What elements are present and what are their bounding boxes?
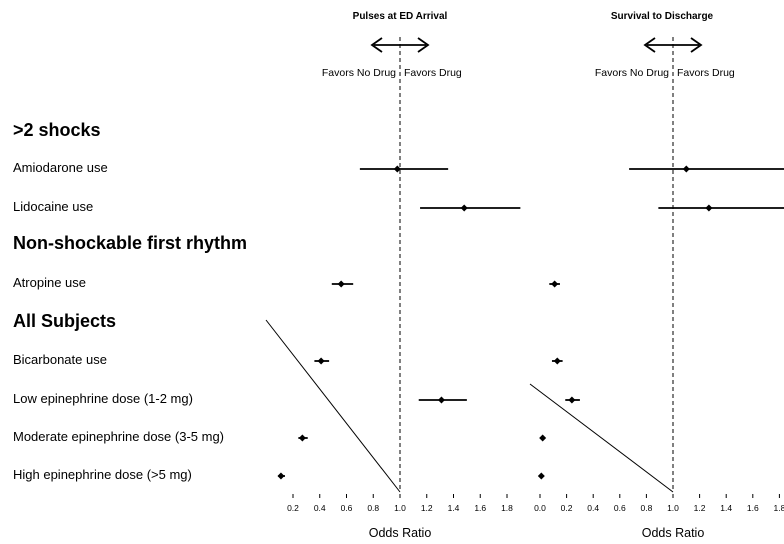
point-moderate-epinephrine-dose-3-5-mg — [539, 434, 547, 442]
tick-label: 1.2 — [421, 503, 433, 513]
tick-label: 1.0 — [667, 503, 679, 513]
tick-label: 1.8 — [501, 503, 513, 513]
point-bicarbonate-use — [553, 357, 561, 365]
diagonal-line — [529, 383, 674, 493]
panel-title: Survival to Discharge — [611, 11, 714, 22]
tick-label: 1.8 — [773, 503, 784, 513]
panel-survival-to-discharge: Survival to Discharge Favors No Drug Favor… — [529, 11, 784, 540]
tick-label: 1.2 — [694, 503, 706, 513]
arrow-right-icon — [417, 37, 430, 53]
tick-label: 1.6 — [747, 503, 759, 513]
arrow-left-icon — [370, 37, 383, 53]
tick-label: 0.6 — [341, 503, 353, 513]
tick-label: 0.8 — [640, 503, 652, 513]
point-high-epinephrine-dose-5-mg — [277, 472, 285, 480]
tick-label: 1.6 — [474, 503, 486, 513]
point-lidocaine-use — [460, 204, 468, 212]
favors-right-label: Favors Drug — [404, 67, 462, 79]
diagonal-line — [265, 319, 401, 493]
favors-left-label: Favors No Drug — [322, 67, 396, 79]
row-label-low-epinephrine-dose-1-2-mg: Low epinephrine dose (1-2 mg) — [13, 391, 193, 406]
panel-title: Pulses at ED Arrival — [353, 11, 448, 22]
point-low-epinephrine-dose-1-2-mg — [437, 396, 445, 404]
arrow-left-icon — [643, 37, 656, 53]
point-low-epinephrine-dose-1-2-mg — [568, 396, 576, 404]
row-label-bicarbonate-use: Bicarbonate use — [13, 352, 107, 367]
row-label-lidocaine-use: Lidocaine use — [13, 199, 94, 214]
tick-label: 0.6 — [614, 503, 626, 513]
group-label-all-subjects: All Subjects — [13, 311, 117, 331]
arrow-right-icon — [690, 37, 703, 53]
panel-pulses-at-ed-arrival: Pulses at ED Arrival Favors No Drug Favors… — [265, 11, 521, 540]
tick-label: 0.4 — [587, 503, 599, 513]
point-atropine-use — [337, 280, 345, 288]
favors-left-label: Favors No Drug — [595, 67, 669, 79]
row-label-moderate-epinephrine-dose-3-5-mg: Moderate epinephrine dose (3-5 mg) — [13, 429, 225, 444]
x-axis-title: Odds Ratio — [369, 526, 432, 540]
tick-label: 0.8 — [367, 503, 379, 513]
tick-label: 0.4 — [314, 503, 326, 513]
point-lidocaine-use — [705, 204, 713, 212]
point-high-epinephrine-dose-5-mg — [537, 472, 545, 480]
tick-label: 0.2 — [561, 503, 573, 513]
favors-right-label: Favors Drug — [677, 67, 735, 79]
tick-label: 1.4 — [448, 503, 460, 513]
row-label-high-epinephrine-dose-5-mg: High epinephrine dose (>5 mg) — [13, 467, 192, 482]
point-amiodarone-use — [393, 165, 401, 173]
point-moderate-epinephrine-dose-3-5-mg — [298, 434, 306, 442]
tick-label: 0.2 — [287, 503, 299, 513]
row-label-amiodarone-use: Amiodarone use — [13, 160, 108, 175]
tick-label: 0.0 — [534, 503, 546, 513]
tick-label: 1.0 — [394, 503, 406, 513]
group-label-non-shockable-first-rhythm: Non-shockable first rhythm — [13, 233, 248, 253]
point-bicarbonate-use — [317, 357, 325, 365]
tick-label: 1.4 — [720, 503, 732, 513]
group-label-2-shocks: >2 shocks — [13, 120, 101, 140]
point-amiodarone-use — [682, 165, 690, 173]
point-atropine-use — [551, 280, 559, 288]
row-label-atropine-use: Atropine use — [13, 275, 86, 290]
x-axis-title: Odds Ratio — [642, 526, 705, 540]
